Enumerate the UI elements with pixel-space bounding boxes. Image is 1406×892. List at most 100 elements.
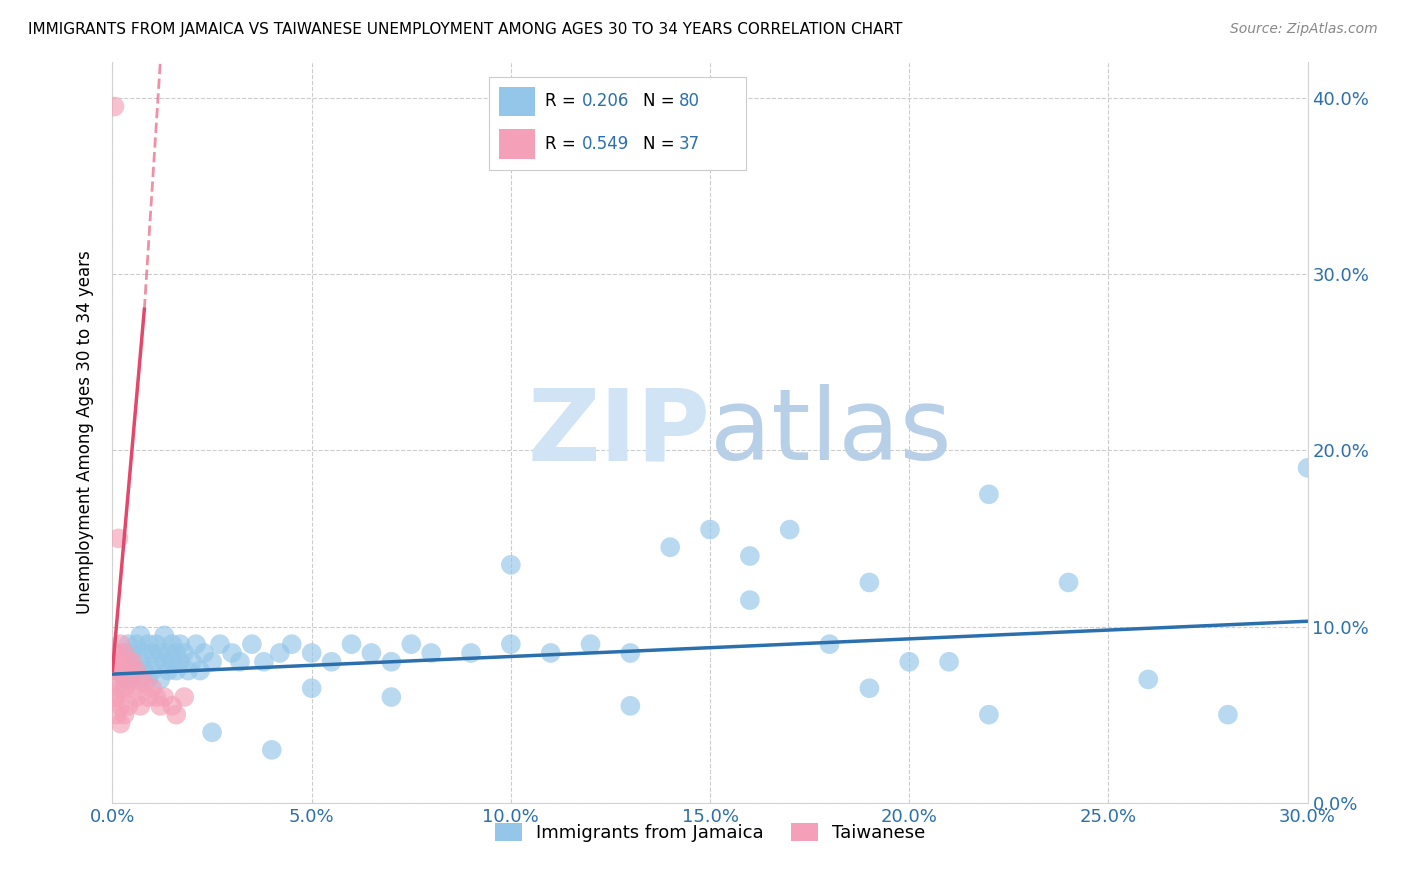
Point xyxy=(110,716,132,731)
Point xyxy=(117,655,139,669)
Point xyxy=(699,523,721,537)
Point xyxy=(360,646,382,660)
Point xyxy=(209,637,232,651)
Point xyxy=(121,646,143,660)
Point xyxy=(738,549,761,563)
Text: atlas: atlas xyxy=(710,384,952,481)
Point xyxy=(141,646,163,660)
Point xyxy=(186,637,208,651)
Point xyxy=(738,593,761,607)
Point xyxy=(105,690,128,704)
Point xyxy=(165,646,187,660)
Point xyxy=(977,487,1000,501)
Point xyxy=(659,540,682,554)
Point xyxy=(138,637,160,651)
Point xyxy=(1216,707,1239,722)
Point xyxy=(380,655,402,669)
Point xyxy=(779,523,801,537)
Point xyxy=(229,655,252,669)
Point xyxy=(818,637,841,651)
Point xyxy=(105,646,128,660)
Point xyxy=(157,646,180,660)
Point xyxy=(141,664,163,678)
Point xyxy=(321,655,343,669)
Point xyxy=(162,698,183,713)
Point xyxy=(110,655,132,669)
Point xyxy=(269,646,291,660)
Point xyxy=(107,655,129,669)
Point xyxy=(114,673,135,687)
Legend: Immigrants from Jamaica, Taiwanese: Immigrants from Jamaica, Taiwanese xyxy=(488,815,932,849)
Point xyxy=(114,707,135,722)
Point xyxy=(169,655,191,669)
Point xyxy=(540,646,562,660)
Point xyxy=(157,664,180,678)
Point xyxy=(138,690,160,704)
Point xyxy=(110,637,132,651)
Point xyxy=(105,655,128,669)
Point xyxy=(401,637,423,651)
Point xyxy=(169,637,191,651)
Point xyxy=(201,655,224,669)
Point xyxy=(1057,575,1080,590)
Point xyxy=(188,664,211,678)
Point xyxy=(125,690,148,704)
Point xyxy=(301,681,323,696)
Point xyxy=(579,637,602,651)
Point xyxy=(129,698,152,713)
Point xyxy=(121,673,143,687)
Point xyxy=(105,707,128,722)
Point xyxy=(103,664,125,678)
Point xyxy=(117,673,139,687)
Point xyxy=(181,655,204,669)
Point xyxy=(138,673,160,687)
Point xyxy=(499,637,522,651)
Point xyxy=(858,575,880,590)
Point xyxy=(129,628,152,642)
Point xyxy=(177,664,200,678)
Point xyxy=(114,646,135,660)
Point xyxy=(380,690,402,704)
Point xyxy=(145,690,167,704)
Point xyxy=(114,646,135,660)
Point xyxy=(103,99,125,113)
Point xyxy=(153,628,176,642)
Point xyxy=(125,664,148,678)
Point xyxy=(253,655,276,669)
Point xyxy=(281,637,304,651)
Point xyxy=(619,698,641,713)
Point xyxy=(110,664,132,678)
Y-axis label: Unemployment Among Ages 30 to 34 years: Unemployment Among Ages 30 to 34 years xyxy=(76,251,94,615)
Point xyxy=(134,646,156,660)
Point xyxy=(221,646,243,660)
Point xyxy=(162,637,183,651)
Point xyxy=(110,681,132,696)
Point xyxy=(858,681,880,696)
Point xyxy=(165,707,187,722)
Point xyxy=(619,646,641,660)
Point xyxy=(240,637,263,651)
Point xyxy=(193,646,215,660)
Point xyxy=(129,673,152,687)
Point xyxy=(977,707,1000,722)
Point xyxy=(260,743,283,757)
Point xyxy=(114,664,135,678)
Point xyxy=(149,646,172,660)
Point xyxy=(105,673,128,687)
Point xyxy=(134,676,156,690)
Point xyxy=(173,690,195,704)
Point xyxy=(141,681,163,696)
Point xyxy=(301,646,323,660)
Point xyxy=(117,655,139,669)
Point xyxy=(165,664,187,678)
Point xyxy=(110,698,132,713)
Point xyxy=(129,655,152,669)
Point xyxy=(1296,461,1319,475)
Point xyxy=(125,664,148,678)
Point xyxy=(153,655,176,669)
Point xyxy=(149,698,172,713)
Point xyxy=(898,655,921,669)
Point xyxy=(162,655,183,669)
Point xyxy=(145,655,167,669)
Point xyxy=(117,637,139,651)
